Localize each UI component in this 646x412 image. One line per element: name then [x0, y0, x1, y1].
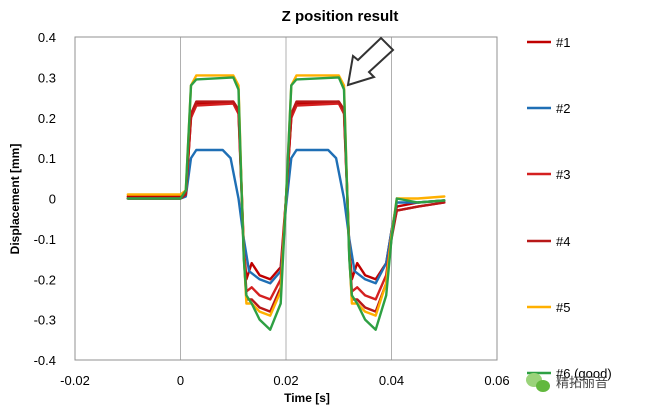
legend-label-4: #4 — [556, 234, 570, 249]
legend-label-2: #2 — [556, 101, 570, 116]
x-tick-label: 0.06 — [484, 373, 509, 388]
legend-label-5: #5 — [556, 300, 570, 315]
legend-label-3: #3 — [556, 167, 570, 182]
y-tick-label: 0.4 — [38, 30, 56, 45]
callout-arrow-icon — [346, 36, 395, 87]
x-axis-ticks: -0.02 0 0.02 0.04 0.06 — [60, 373, 509, 388]
y-tick-label: -0.3 — [34, 313, 56, 328]
y-tick-label: -0.1 — [34, 232, 56, 247]
y-tick-label: 0.3 — [38, 70, 56, 85]
y-tick-label: -0.4 — [34, 353, 56, 368]
y-axis-label: Displacement [mm] — [8, 144, 22, 255]
x-axis-label: Time [s] — [284, 391, 330, 405]
series-line-6 — [126, 76, 446, 331]
series-line-2 — [126, 148, 446, 285]
legend-label-1: #1 — [556, 35, 570, 50]
legend-label-6: #6 (good) — [556, 366, 612, 381]
y-tick-label: 0 — [49, 192, 56, 207]
watermark-text: 精拓丽音 — [556, 375, 608, 391]
y-tick-label: 0.2 — [38, 111, 56, 126]
x-tick-label: 0.04 — [379, 373, 404, 388]
series-lines — [126, 74, 446, 331]
y-axis-ticks: 0.4 0.3 0.2 0.1 0 -0.1 -0.2 -0.3 -0.4 — [34, 30, 56, 368]
chart-title: Z position result — [282, 8, 399, 25]
plot-frame — [74, 36, 498, 361]
x-tick-label: 0.02 — [273, 373, 298, 388]
x-tick-label: -0.02 — [60, 373, 90, 388]
y-tick-label: 0.1 — [38, 151, 56, 166]
legend: #1 #2 #3 #4 #5 #6 (good) — [527, 35, 612, 381]
wechat-icon — [526, 373, 550, 392]
x-tick-label: 0 — [177, 373, 184, 388]
watermark: 精拓丽音 — [526, 373, 608, 392]
y-tick-label: -0.2 — [34, 272, 56, 287]
